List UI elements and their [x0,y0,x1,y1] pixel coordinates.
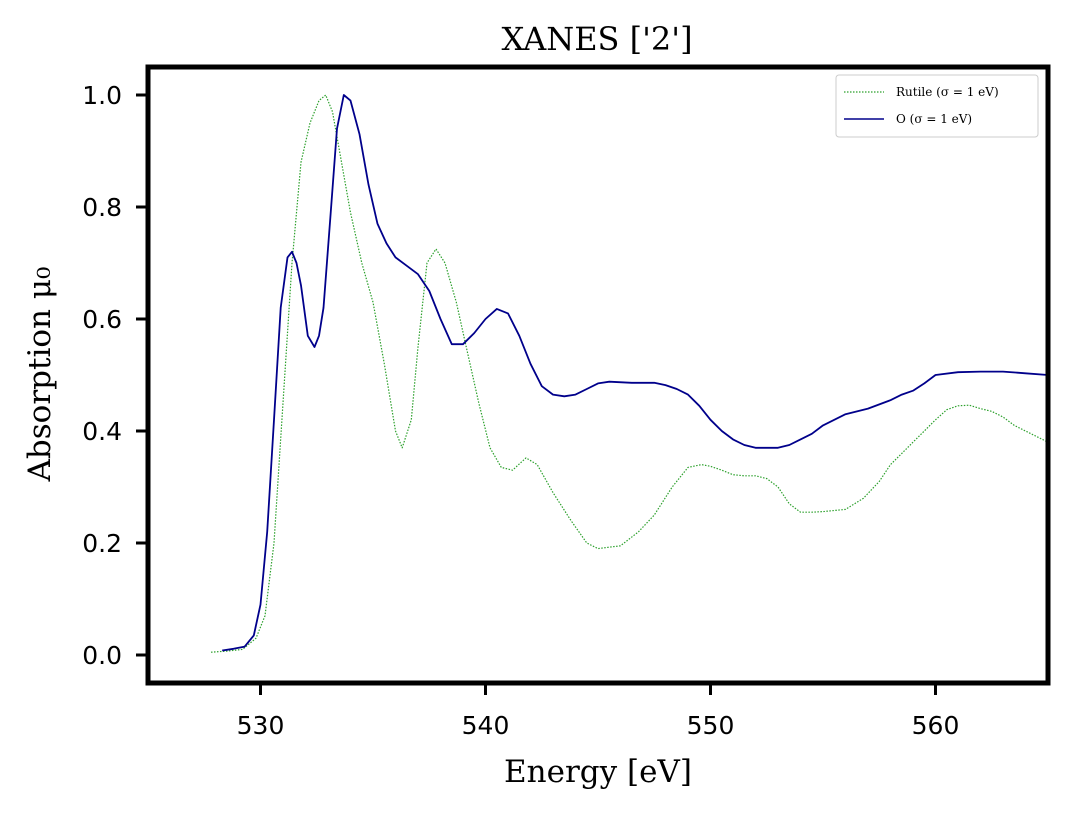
legend: Rutile (σ = 1 eV) O (σ = 1 eV) [835,74,1039,138]
series-rutile-line [210,94,1048,653]
legend-o-label: O (σ = 1 eV) [896,112,972,126]
x-axis-label: Energy [eV] [504,754,692,790]
y-tick-label: 0.8 [82,193,122,222]
y-tick-label: 1.0 [82,81,122,110]
series-o-line [222,94,1048,652]
x-tick-label: 550 [687,711,735,740]
chart-title: XANES ['2'] [501,20,692,58]
legend-box [835,74,1039,138]
series-layer [210,94,1048,653]
y-tick-label: 0.2 [82,529,122,558]
y-tick-label: 0.6 [82,305,122,334]
y-tick-label: 0.0 [82,641,122,670]
plot-area-frame [145,64,1051,686]
x-tick-label: 540 [462,711,510,740]
y-tick-label: 0.4 [82,417,122,446]
legend-rutile-label: Rutile (σ = 1 eV) [896,85,999,99]
y-axis-label: Absorption μ₀ [22,267,58,483]
x-tick-label: 560 [912,711,960,740]
x-tick-label: 530 [237,711,285,740]
